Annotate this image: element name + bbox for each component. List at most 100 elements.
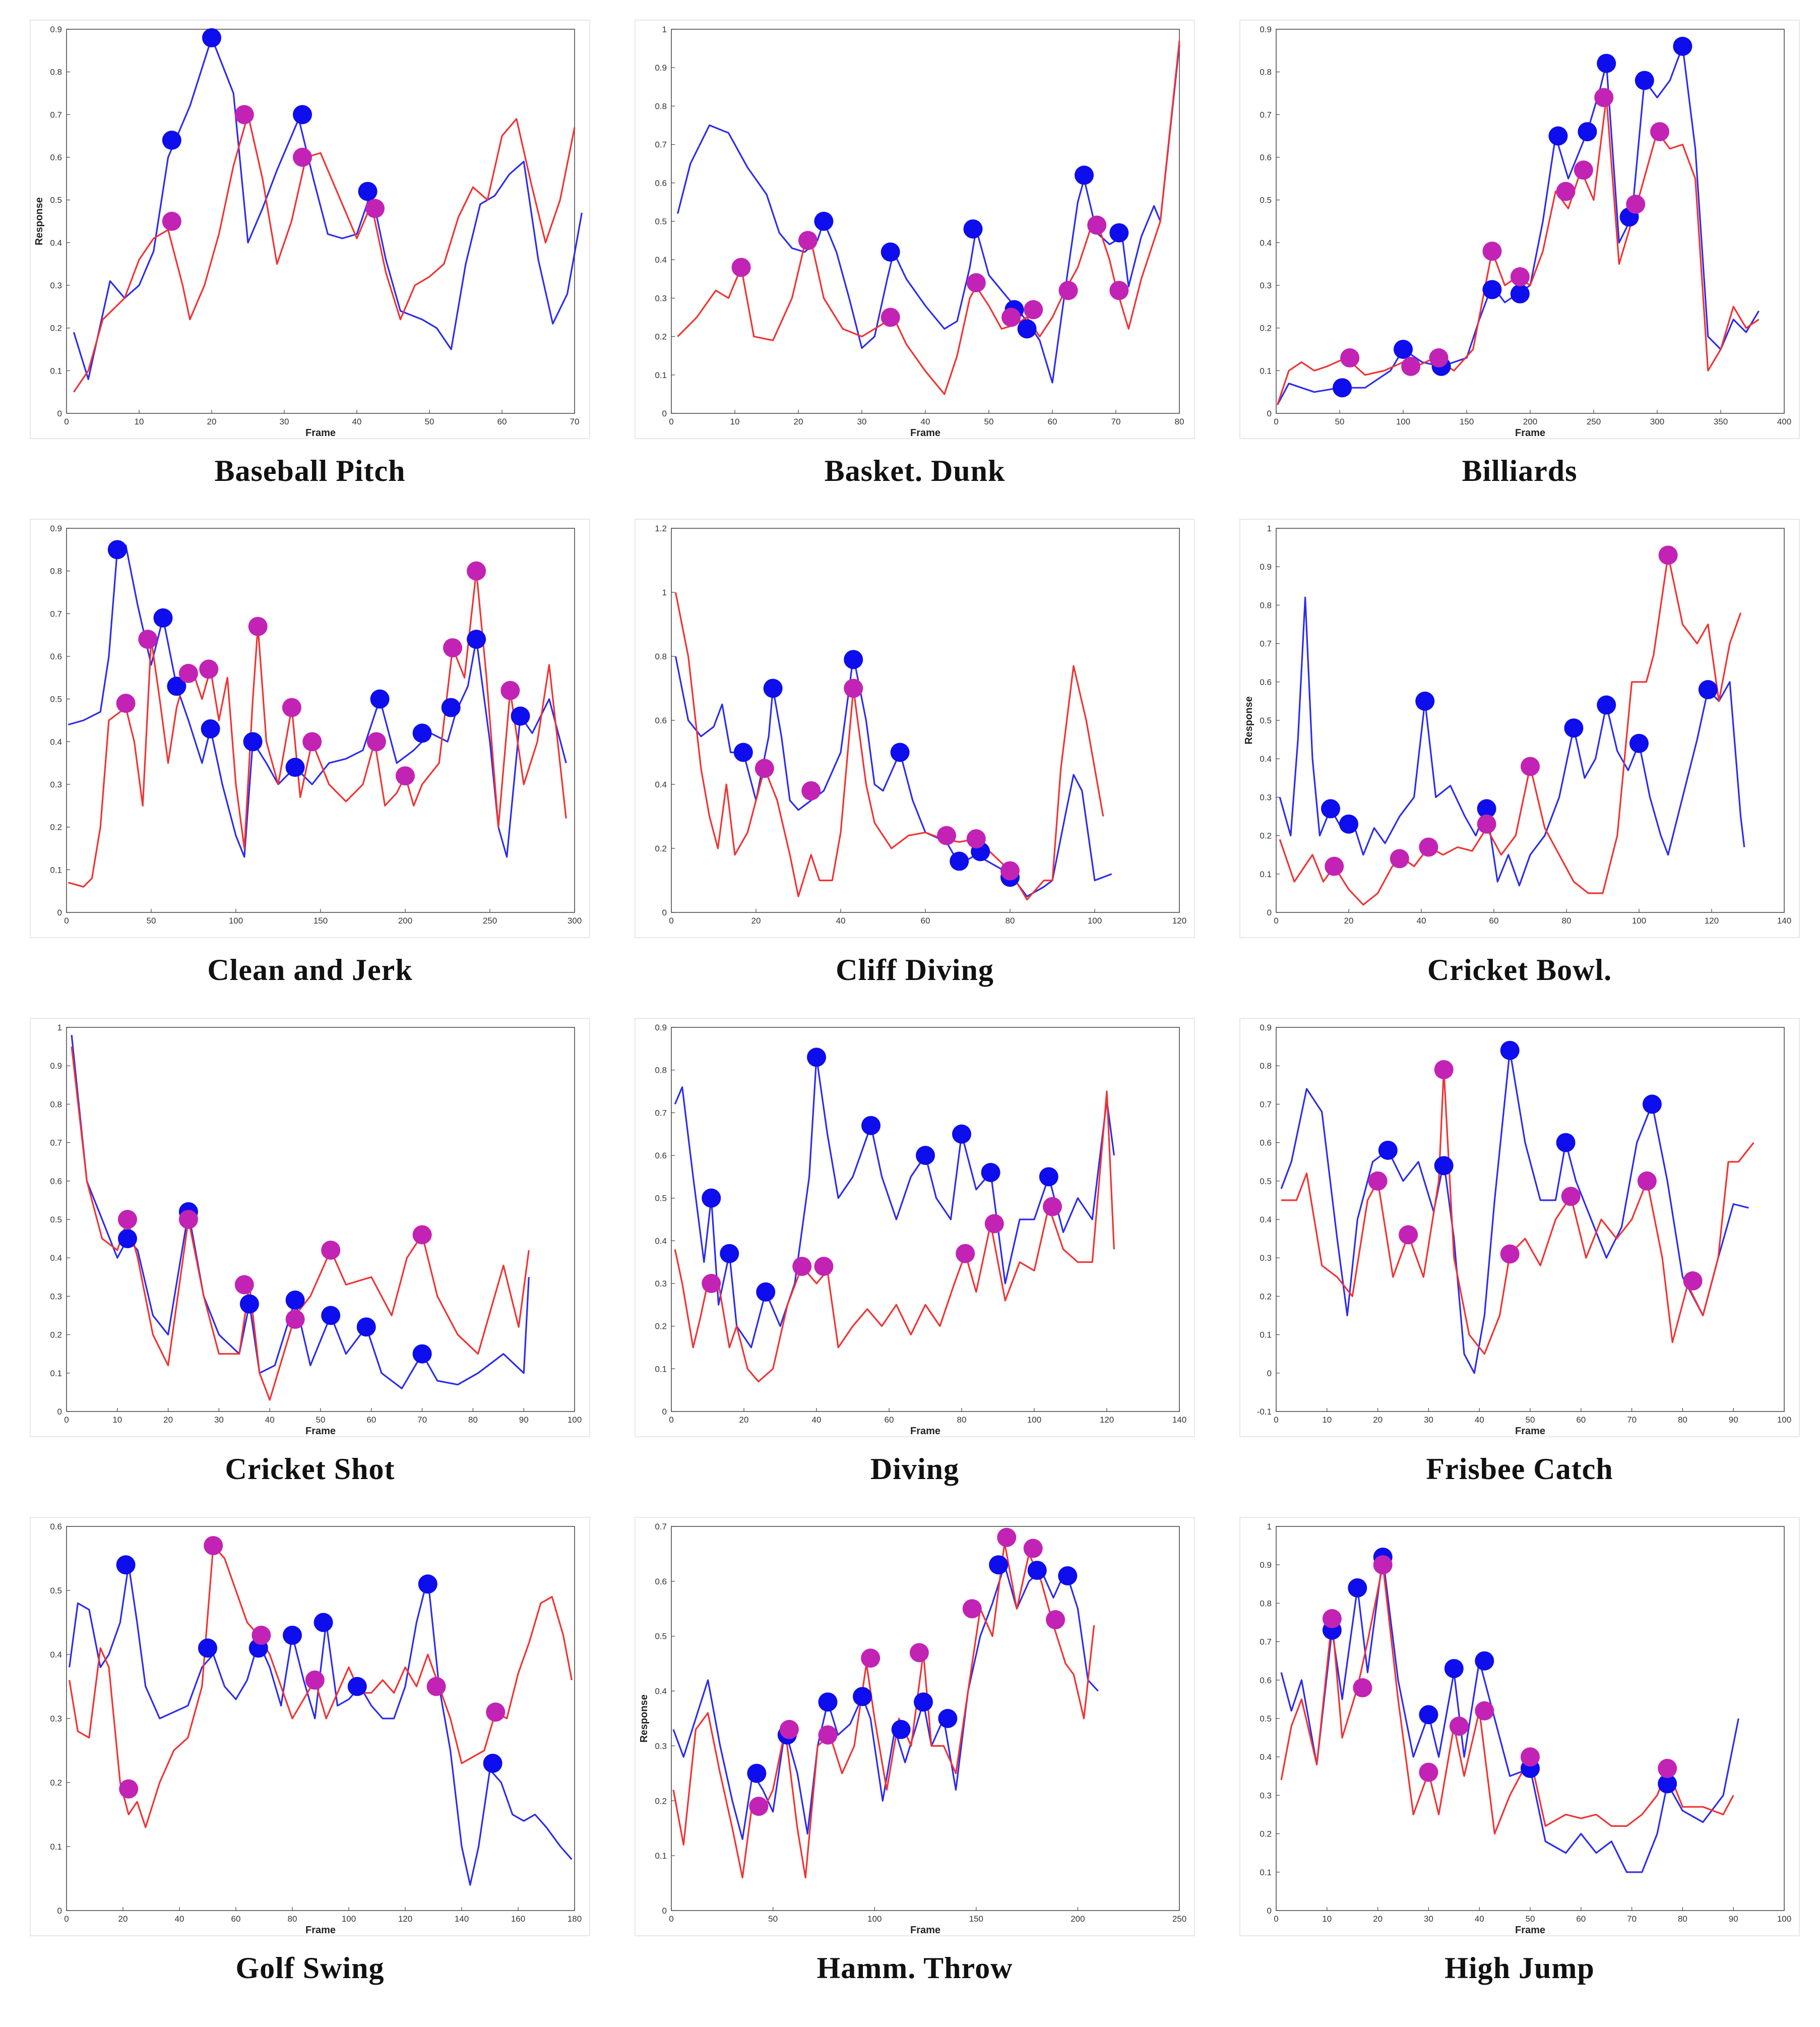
blue-marker	[483, 1753, 503, 1773]
blue-marker	[198, 1638, 217, 1658]
blue-series-line	[73, 37, 583, 380]
x-tick-label: 10	[112, 1415, 122, 1425]
x-tick-label: 40	[265, 1415, 275, 1425]
y-tick-label: 0	[57, 409, 62, 418]
x-tick-label: 80	[288, 1914, 297, 1924]
x-tick-label: 200	[1071, 1914, 1085, 1924]
blue-marker	[283, 1625, 302, 1645]
blue-marker	[117, 1229, 137, 1249]
y-tick-label: 1	[1267, 1522, 1272, 1531]
x-tick-label: 40	[812, 1415, 822, 1425]
blue-marker	[861, 1116, 881, 1135]
y-tick-label: 0.7	[655, 140, 667, 150]
figure-frame	[635, 1018, 1195, 1437]
blue-marker	[1597, 53, 1616, 73]
y-tick-label: 0.6	[1260, 678, 1272, 687]
blue-marker	[418, 1574, 437, 1594]
y-axis-label: Response	[1243, 696, 1254, 745]
magenta-marker	[282, 698, 301, 717]
magenta-marker	[962, 1599, 982, 1619]
y-tick-label: 0.1	[655, 1851, 667, 1861]
blue-marker	[1564, 718, 1584, 738]
magenta-marker	[749, 1797, 769, 1816]
magenta-marker	[204, 1536, 223, 1556]
x-tick-label: 80	[1175, 417, 1184, 426]
magenta-marker	[305, 1670, 325, 1690]
magenta-marker	[1058, 281, 1078, 300]
y-tick-label: 0.9	[1260, 1560, 1272, 1570]
x-tick-label: 120	[1172, 916, 1186, 926]
y-tick-label: 0.5	[1260, 1177, 1272, 1186]
blue-marker	[881, 242, 900, 262]
chart-caption: Clean and Jerk	[207, 953, 413, 987]
y-tick-label: 0.3	[50, 1714, 62, 1724]
x-tick-label: 10	[1322, 1914, 1332, 1924]
blue-marker	[853, 1687, 872, 1706]
x-tick-label: 60	[1489, 916, 1499, 926]
magenta-marker	[412, 1225, 432, 1245]
x-axis-label: Frame	[1515, 427, 1545, 439]
x-tick-label: 0	[1274, 1914, 1278, 1924]
chart-svg: 0 20 40 60 80 100 120 140 160 180 0 0.1 0.2 0.3 0.4 0.5…	[30, 1517, 590, 1936]
x-tick-label: 100	[568, 1415, 582, 1425]
chart-caption: Cricket Shot	[225, 1452, 395, 1486]
x-tick-label: 80	[1678, 1914, 1687, 1924]
magenta-marker	[467, 561, 486, 581]
y-tick-label: 0.7	[655, 1108, 667, 1118]
x-tick-label: 20	[1373, 1914, 1383, 1924]
y-axis-label: Response	[34, 197, 45, 245]
x-axis-label: Frame	[1515, 1426, 1545, 1437]
y-tick-label: 0.4	[50, 238, 62, 248]
x-tick-label: 60	[366, 1415, 376, 1425]
x-tick-label: 60	[1048, 417, 1057, 426]
magenta-marker	[285, 1310, 305, 1329]
y-tick-label: 0.3	[1260, 1253, 1272, 1263]
y-tick-label: 0.3	[1260, 1791, 1272, 1800]
y-tick-label: 0.1	[1260, 1330, 1272, 1340]
blue-marker	[1444, 1659, 1464, 1678]
magenta-marker	[138, 630, 158, 649]
y-tick-label: 0.6	[655, 1577, 667, 1586]
y-tick-label: 0.4	[50, 737, 62, 747]
blue-marker	[1039, 1167, 1058, 1187]
magenta-marker	[366, 732, 386, 752]
y-tick-label: 0.8	[1260, 1061, 1272, 1071]
magenta-marker	[117, 1210, 137, 1229]
y-tick-label: 0	[662, 409, 667, 418]
magenta-marker	[1399, 1225, 1418, 1245]
x-tick-label: 100	[342, 1914, 356, 1924]
y-tick-label: -0.1	[1257, 1407, 1272, 1417]
magenta-marker	[818, 1725, 838, 1745]
y-tick-label: 0.7	[1260, 639, 1272, 649]
x-tick-label: 50	[1335, 417, 1345, 426]
blue-marker	[358, 181, 378, 201]
chart-caption: Billiards	[1462, 454, 1578, 487]
y-tick-label: 0.2	[1260, 831, 1272, 841]
magenta-marker	[178, 1210, 198, 1229]
y-tick-label: 0.1	[655, 371, 667, 380]
y-tick-label: 0.3	[1260, 281, 1272, 290]
magenta-marker	[234, 1275, 254, 1295]
x-tick-label: 60	[497, 417, 507, 426]
y-tick-label: 0.6	[655, 178, 667, 188]
magenta-marker	[755, 759, 774, 778]
chart-caption: Cricket Bowl.	[1427, 953, 1612, 987]
chart-panel: 0 50 100 150 200 250 0 0.1 0.2 0.3 0.4 0.5 0.6 0.7 Fra…	[635, 1517, 1195, 1985]
blue-marker	[952, 1124, 971, 1144]
y-tick-label: 0.3	[655, 293, 667, 303]
magenta-marker	[1401, 356, 1421, 376]
blue-marker	[814, 212, 834, 231]
magenta-marker	[1373, 1555, 1393, 1575]
x-tick-label: 40	[921, 417, 930, 426]
blue-marker	[818, 1692, 838, 1712]
blue-marker	[1075, 165, 1094, 185]
magenta-marker	[1046, 1610, 1065, 1630]
chart-panel: 0 20 40 60 80 100 120 140 0 0.1 0.2 0.3 0.4 0.5 0.6 0.7…	[635, 1018, 1195, 1486]
blue-marker	[1597, 695, 1616, 715]
magenta-marker	[1043, 1197, 1062, 1216]
y-tick-label: 0.1	[50, 1842, 62, 1852]
y-tick-label: 0	[57, 908, 62, 917]
figure-frame	[1239, 20, 1800, 439]
y-tick-label: 0.6	[655, 716, 667, 725]
x-tick-label: 80	[1562, 916, 1572, 926]
